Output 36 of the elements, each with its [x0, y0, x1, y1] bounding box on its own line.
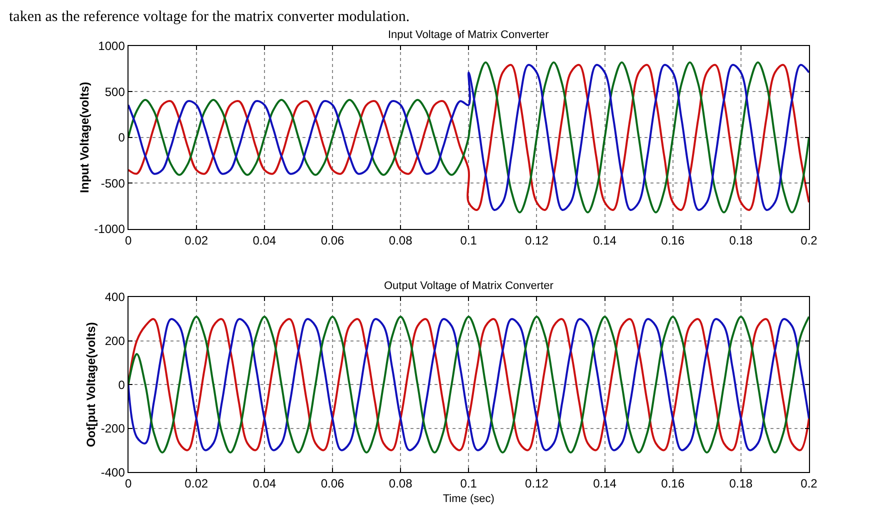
x-tick-label: 0.02 — [184, 476, 208, 491]
x-tick-label: 0.02 — [184, 233, 208, 248]
y-tick-label: -500 — [100, 176, 126, 190]
y-tick-label: 1000 — [98, 39, 126, 54]
y-tick-label: 0 — [118, 378, 126, 392]
x-tick-label: 0.12 — [525, 233, 549, 248]
y-tick-label: -1000 — [94, 222, 126, 236]
y-tick-label: 500 — [104, 84, 126, 99]
x-tick-label: 0.2 — [800, 233, 818, 248]
y-tick-label: -200 — [100, 422, 126, 436]
x-tick-label: 0.16 — [661, 476, 685, 491]
x-tick-label: 0.04 — [252, 233, 276, 248]
x-tick-label: 0.16 — [661, 233, 685, 248]
y-tick-label: 200 — [104, 334, 126, 348]
x-tick-label: 0.08 — [388, 476, 413, 491]
chart-title: Output Voltage of Matrix Converter — [384, 280, 554, 292]
text: taken as the reference voltage for the matrix converter modulation. — [9, 9, 410, 25]
y-tick-label: 400 — [104, 290, 126, 304]
x-tick-label: 0.14 — [593, 476, 617, 491]
y-tick-label: -400 — [100, 465, 126, 480]
x-tick-label: 0.14 — [593, 233, 617, 248]
chart-title: Input Voltage of Matrix Converter — [388, 29, 550, 41]
x-tick-label: 0.06 — [320, 476, 344, 491]
x-axis-title: Time (sec) — [442, 492, 494, 505]
x-tick-label: 0.18 — [729, 476, 753, 491]
x-tick-label: 0.18 — [729, 233, 753, 248]
x-tick-label: 0.1 — [460, 233, 478, 248]
x-tick-label: 0.12 — [525, 476, 549, 491]
y-axis-title: Input Voltage(volts) — [77, 82, 92, 193]
y-axis-title: Oot[put Voltage(volts) — [84, 322, 98, 448]
x-tick-label: 0.06 — [320, 233, 344, 248]
x-tick-label: 0.2 — [800, 476, 818, 491]
x-tick-label: 0.1 — [460, 476, 478, 491]
x-tick-label: 0.08 — [388, 233, 413, 248]
x-tick-label: 0.04 — [252, 476, 276, 491]
y-tick-label: 0 — [118, 130, 126, 145]
